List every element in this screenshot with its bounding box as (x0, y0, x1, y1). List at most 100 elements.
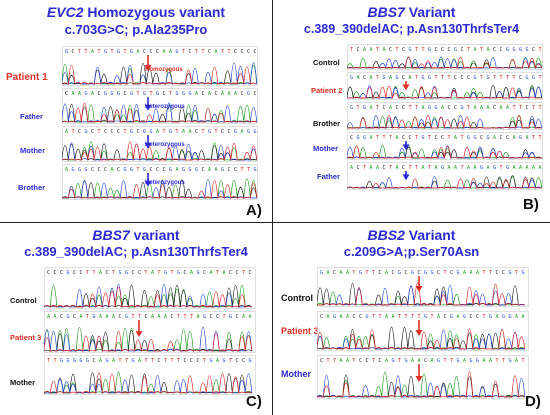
base-call-glyph: T (86, 270, 89, 276)
base-call-glyph: T (203, 358, 206, 364)
panel-b: BBS7 Variant c.389_390delAC; p.Asn130Thr… (273, 0, 550, 222)
base-call-glyph: A (422, 105, 425, 111)
base-call-glyph: T (515, 270, 518, 276)
base-call-glyph: C (366, 358, 369, 364)
base-call-glyph: G (441, 165, 444, 171)
base-call-glyph: C (333, 270, 336, 276)
base-call-glyph: G (197, 270, 200, 276)
chromatogram-frame (44, 311, 256, 353)
base-call-glyph: C (229, 270, 232, 276)
base-call-glyph: G (125, 314, 128, 320)
base-call-glyph: A (437, 314, 440, 320)
base-call-glyph: A (91, 49, 94, 55)
base-call-glyph: T (532, 105, 535, 111)
base-call-glyph: A (409, 75, 412, 81)
base-call-glyph: T (119, 358, 122, 364)
base-call-glyph: C (353, 314, 356, 320)
base-call-glyph: C (392, 270, 395, 276)
base-call-glyph: A (385, 358, 388, 364)
base-call-glyph: G (450, 314, 453, 320)
chromatogram-peak-trace (347, 56, 543, 70)
base-call-glyph: C (60, 314, 63, 320)
base-call-glyph: A (65, 167, 68, 173)
base-call-glyph: C (221, 129, 224, 135)
panel-c-label-control: Control (10, 296, 37, 305)
base-call-glyph: A (346, 358, 349, 364)
base-call-glyph: A (370, 47, 373, 53)
chromatogram-peak-trace (62, 141, 258, 161)
base-call-glyph: C (454, 75, 457, 81)
base-call-glyph: C (132, 270, 135, 276)
base-call-glyph: A (241, 129, 244, 135)
chromatogram-peak-trace (347, 85, 542, 99)
base-call-glyph: A (470, 270, 473, 276)
base-call-glyph: C (402, 105, 405, 111)
panel-d-title-rest: Variant (404, 227, 456, 243)
base-call-glyph: G (519, 135, 522, 141)
base-call-glyph: C (65, 91, 68, 97)
base-call-glyph: C (454, 105, 457, 111)
base-call-glyph: G (130, 49, 133, 55)
base-call-glyph: C (379, 270, 382, 276)
variant-arrow-icon (402, 81, 410, 91)
base-call-glyph: G (117, 91, 120, 97)
base-call-glyph: T (163, 129, 166, 135)
base-call-glyph: T (450, 358, 453, 364)
base-call-glyph: T (467, 47, 470, 53)
base-call-glyph: T (195, 49, 198, 55)
base-call-glyph: C (320, 358, 323, 364)
base-call-glyph: C (493, 105, 496, 111)
base-call-glyph: A (112, 314, 115, 320)
base-call-glyph: C (480, 135, 483, 141)
base-call-glyph: C (234, 167, 237, 173)
base-call-glyph: C (402, 47, 405, 53)
base-call-glyph: G (210, 358, 213, 364)
base-call-glyph: A (487, 47, 490, 53)
panel-d-label-control: Control (281, 293, 313, 303)
panel-a-label-brother: Brother (18, 183, 46, 192)
base-call-glyph: A (389, 105, 392, 111)
base-call-glyph: T (138, 314, 141, 320)
base-call-glyph: C (402, 165, 405, 171)
base-call-glyph: T (169, 91, 172, 97)
base-call-glyph: C (249, 270, 252, 276)
base-call-glyph: T (428, 135, 431, 141)
base-call-glyph: G (130, 129, 133, 135)
base-call-glyph: G (320, 270, 323, 276)
base-call-glyph: A (500, 105, 503, 111)
base-call-glyph: A (370, 165, 373, 171)
base-call-glyph: A (487, 105, 490, 111)
base-call-glyph: G (85, 167, 88, 173)
base-call-glyph: T (353, 358, 356, 364)
base-call-glyph: G (513, 47, 516, 53)
base-call-glyph: G (247, 129, 250, 135)
base-call-glyph: T (483, 314, 486, 320)
base-call-glyph: G (424, 314, 427, 320)
base-call-glyph: T (171, 270, 174, 276)
base-call-glyph: G (457, 358, 460, 364)
base-call-glyph: T (444, 358, 447, 364)
base-call-glyph: T (202, 129, 205, 135)
base-call-glyph: C (493, 47, 496, 53)
chromatogram-peak-trace (44, 286, 252, 308)
base-call-glyph: G (363, 105, 366, 111)
base-call-glyph: C (93, 358, 96, 364)
base-call-glyph: C (195, 129, 198, 135)
base-call-glyph: G (409, 47, 412, 53)
base-call-glyph: A (474, 105, 477, 111)
base-call-glyph: T (202, 49, 205, 55)
panel-a-label-patient1: Patient 1 (6, 72, 48, 83)
base-call-glyph: A (396, 135, 399, 141)
base-call-glyph: A (54, 314, 57, 320)
base-call-glyph: C (150, 49, 153, 55)
base-call-glyph: C (383, 105, 386, 111)
base-call-glyph: T (415, 105, 418, 111)
